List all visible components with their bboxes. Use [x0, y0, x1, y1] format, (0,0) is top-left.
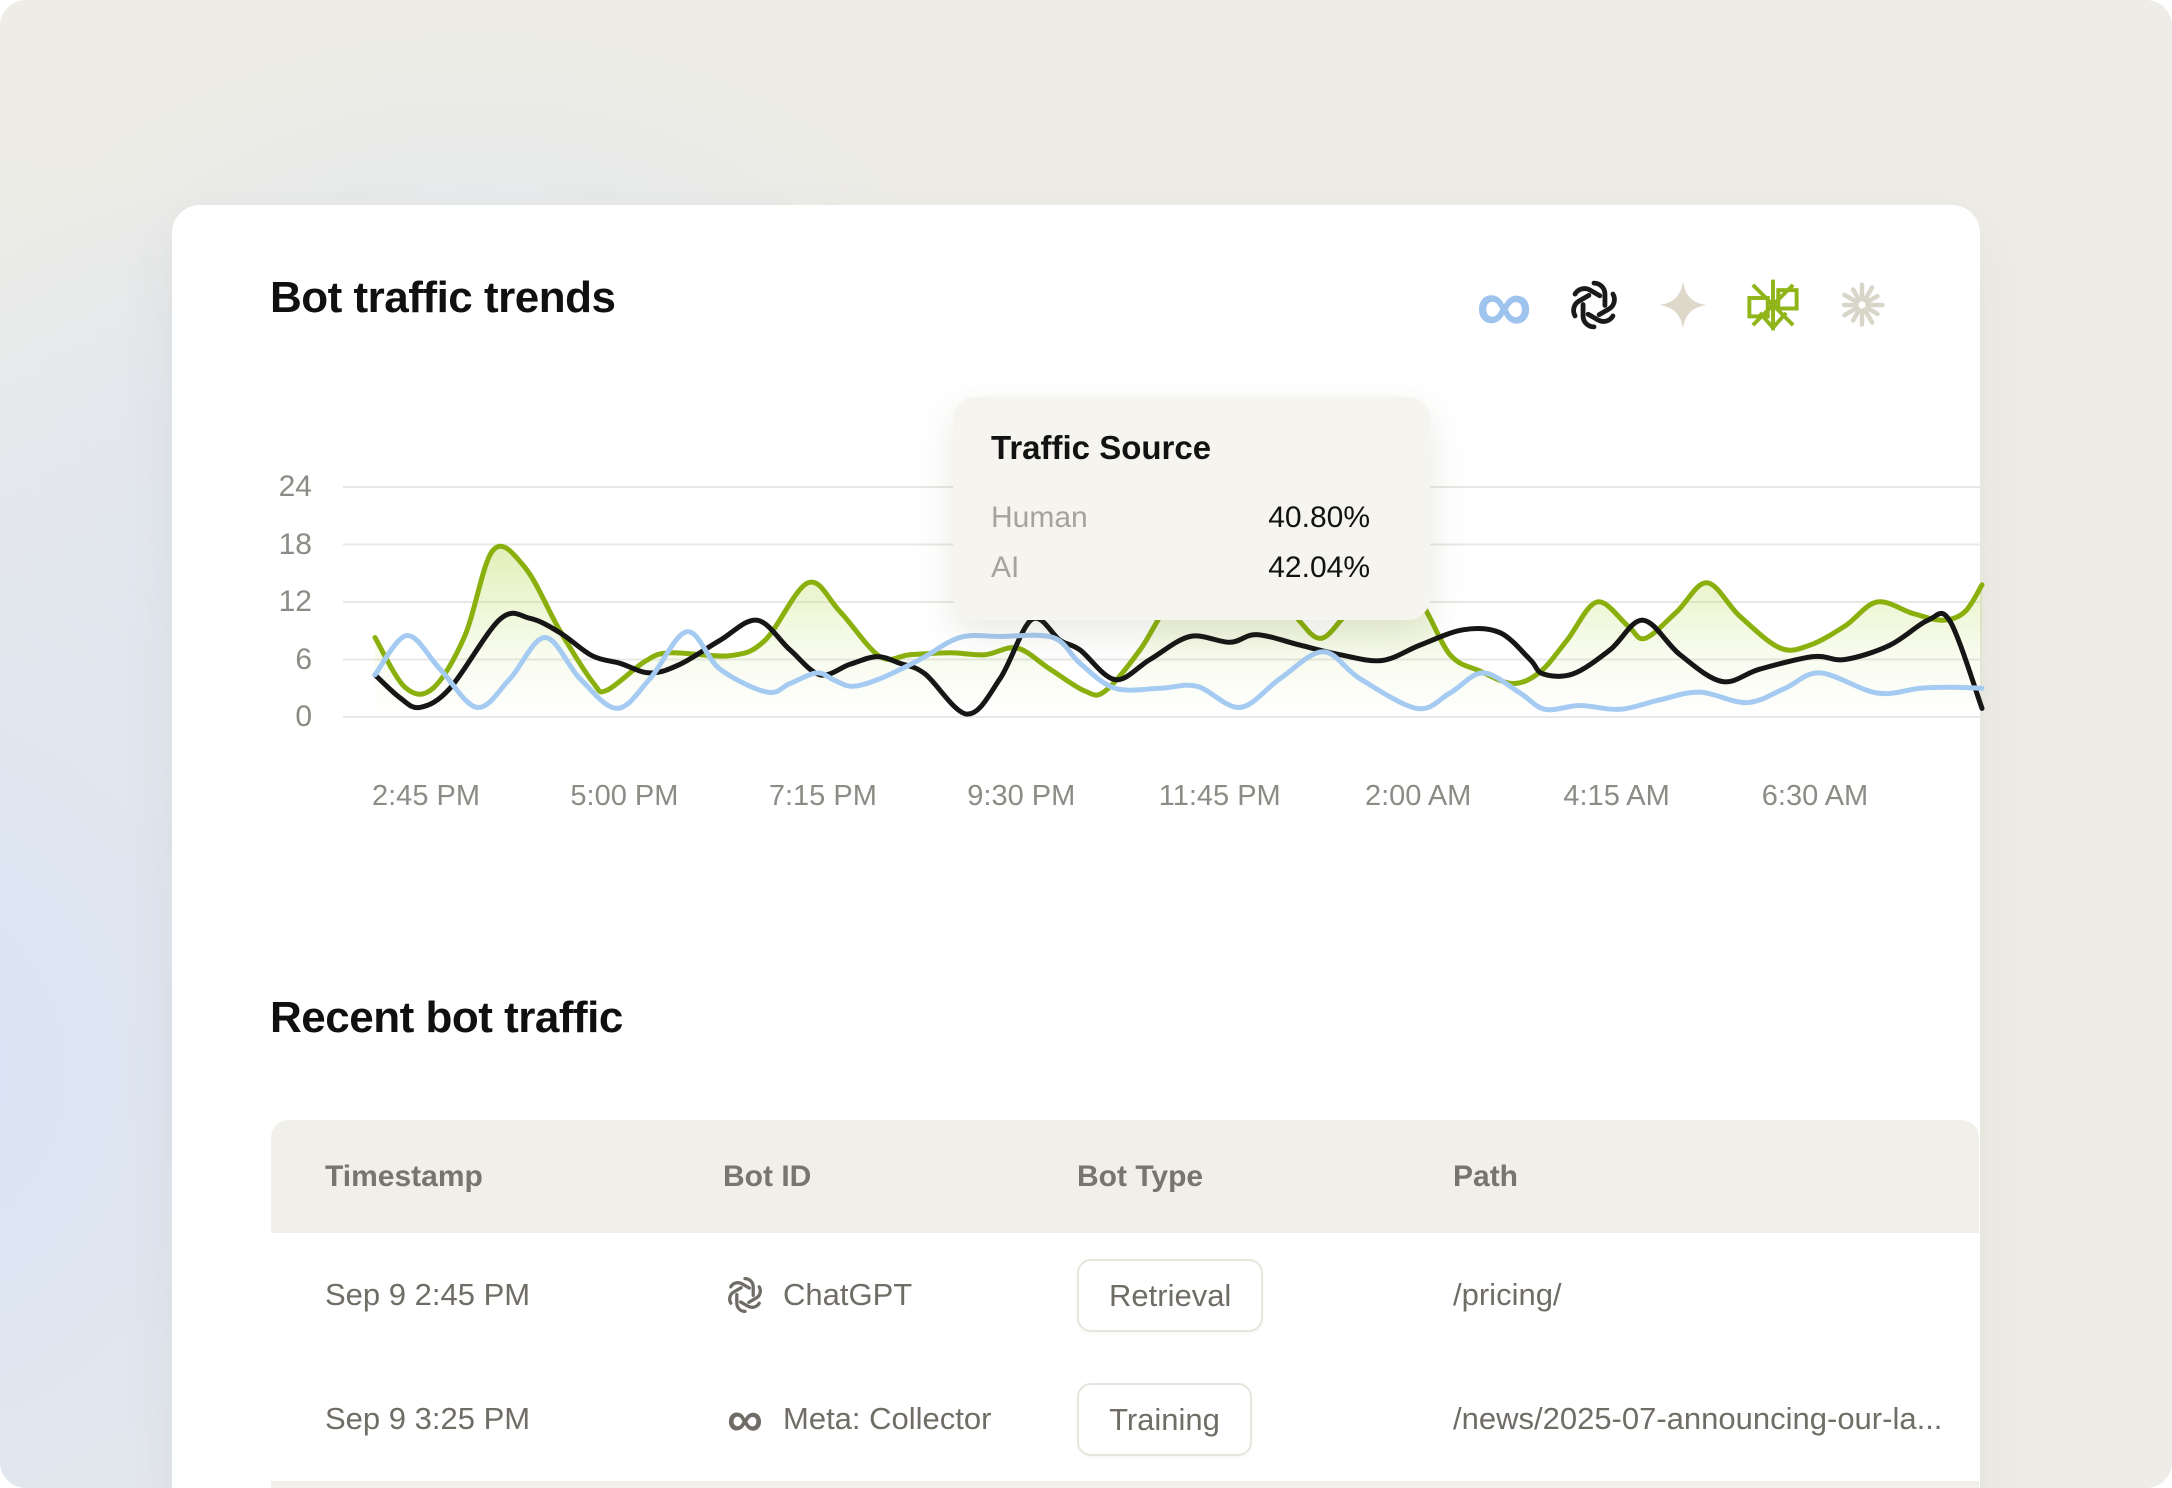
bot-name: ChatGPT — [783, 1277, 913, 1312]
y-axis-tick-label: 18 — [278, 527, 312, 561]
recent-bot-traffic-table: Timestamp Bot ID Bot Type Path Sep 9 2:4… — [271, 1120, 1979, 1488]
tooltip-title: Traffic Source — [991, 429, 1212, 466]
y-axis-tick-label: 6 — [295, 642, 312, 676]
path-cell: /pricing/ — [1453, 1277, 1562, 1312]
meta-icon: ∞ — [727, 1391, 763, 1447]
bot-type-badge: Retrieval — [1077, 1258, 1264, 1332]
x-axis-tick-label: 6:30 AM — [1761, 780, 1869, 812]
tooltip-row-ai: AI 42.04% — [991, 543, 1370, 593]
timestamp-cell: Sep 9 2:45 PM — [325, 1277, 531, 1312]
column-header-bot-id: Bot ID — [723, 1159, 812, 1193]
chart-tooltip: Traffic Source Human 40.80% AI 42.04% — [953, 397, 1430, 620]
tooltip-value: 42.04% — [1268, 551, 1370, 584]
bot-name: Meta: Collector — [783, 1401, 992, 1436]
table-body: Sep 9 2:45 PM — [271, 1233, 1979, 1481]
meta-icon[interactable]: ∞ — [1468, 266, 1540, 344]
green-series-area — [375, 546, 1982, 717]
y-axis-tick-label: 24 — [278, 470, 312, 503]
x-axis-tick-label: 2:00 AM — [1364, 780, 1472, 812]
x-axis-tick-label: 4:15 AM — [1563, 780, 1670, 812]
blue-series-line — [372, 629, 1985, 713]
tooltip-label: Human — [991, 501, 1088, 534]
bot-type-cell: Training — [1077, 1382, 1453, 1456]
black-series-line — [372, 610, 1985, 717]
table-header-row: Timestamp Bot ID Bot Type Path — [271, 1120, 1979, 1233]
openai-icon — [723, 1273, 767, 1317]
bot-id-cell: ∞ Meta: Collector — [723, 1391, 1077, 1447]
bot-type-cell: Retrieval — [1077, 1258, 1453, 1332]
x-axis-tick-label: 2:45 PM — [372, 780, 480, 812]
path-cell: /news/2025-07-announcing-our-la... — [1453, 1401, 1943, 1436]
column-header-path: Path — [1453, 1159, 1519, 1193]
starburst-icon[interactable] — [1826, 269, 1898, 341]
x-axis-tick-label: 9:30 PM — [967, 780, 1076, 812]
bot-traffic-card: Bot traffic trends ∞ — [172, 205, 1985, 1488]
column-header-bot-type: Bot Type — [1077, 1159, 1204, 1193]
tooltip-value: 40.80% — [1268, 501, 1370, 534]
tooltip-row-human: Human 40.80% — [991, 493, 1370, 543]
section-title: Recent bot traffic — [270, 993, 623, 1042]
openai-icon[interactable] — [1558, 269, 1630, 341]
y-axis-tick-label: 0 — [295, 700, 312, 733]
tooltip-label: AI — [991, 551, 1020, 584]
table-row[interactable]: Sep 9 3:25 PM ∞ Meta: Collector Training… — [271, 1357, 1979, 1481]
x-axis-tick-label: 7:15 PM — [768, 780, 877, 812]
timestamp-cell: Sep 9 3:25 PM — [325, 1401, 531, 1436]
burst-icon[interactable] — [1737, 269, 1809, 341]
table-row[interactable]: Sep 9 2:45 PM — [271, 1233, 1979, 1357]
y-axis-tick-label: 12 — [278, 585, 312, 618]
x-axis-tick-label: 5:00 PM — [570, 780, 679, 812]
sparkle-icon[interactable] — [1647, 269, 1719, 341]
traffic-trend-chart — [343, 486, 1985, 718]
bot-id-cell: ChatGPT — [723, 1273, 1077, 1317]
x-axis-tick-label: 11:45 PM — [1158, 780, 1281, 812]
page-title: Bot traffic trends — [270, 273, 616, 322]
column-header-timestamp: Timestamp — [325, 1159, 483, 1193]
bot-source-icon-row: ∞ — [1468, 266, 1898, 344]
bot-type-badge: Training — [1077, 1382, 1252, 1456]
